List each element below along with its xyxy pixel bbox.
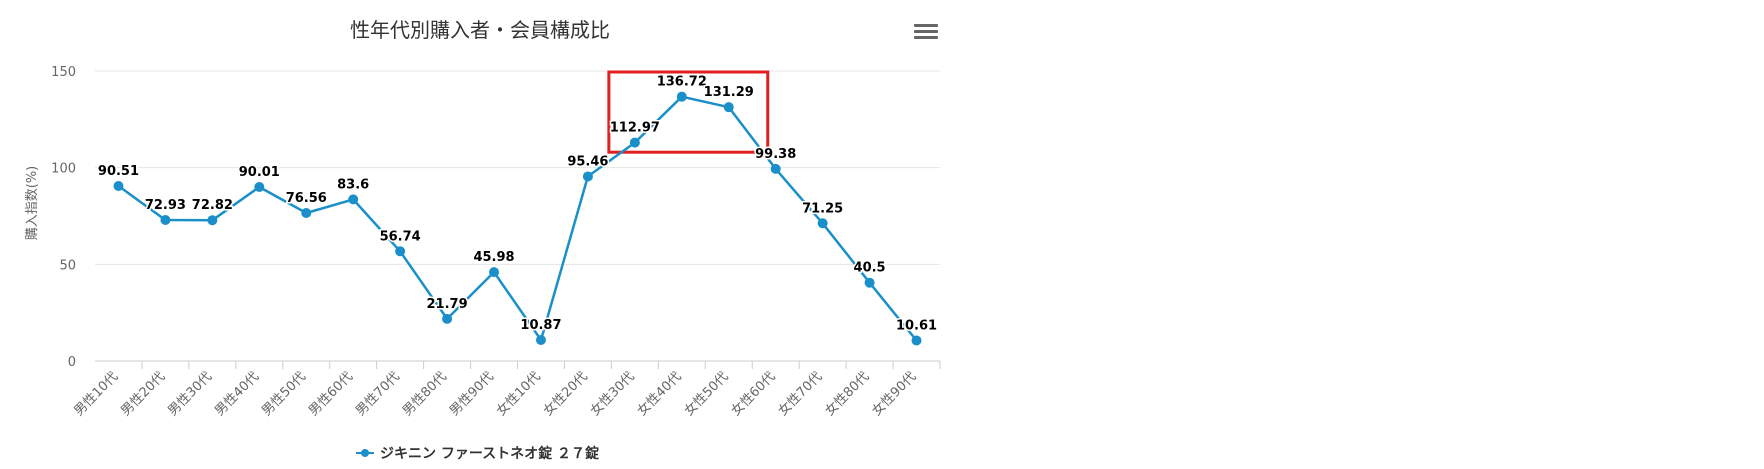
data-point [348, 194, 359, 205]
data-point [254, 181, 265, 192]
data-label: 112.97 [610, 121, 660, 136]
data-label: 90.51 [98, 164, 139, 179]
data-point [489, 267, 500, 278]
data-label: 10.61 [896, 318, 937, 333]
data-label: 71.25 [802, 201, 843, 216]
data-point [629, 137, 640, 148]
x-tick-label: 女性80代 [822, 369, 873, 420]
data-label: 72.82 [192, 198, 233, 213]
legend-label: ジキニン ファーストネオ錠 ２７錠 [380, 446, 600, 462]
highlight-box [607, 70, 770, 154]
x-tick-label: 女性60代 [728, 369, 779, 420]
x-tick-label: 男性30代 [165, 369, 215, 419]
x-tick-label: 女性50代 [681, 369, 732, 420]
data-label: 21.79 [427, 297, 468, 312]
series-line-path [117, 95, 918, 342]
x-tick-label: 女性40代 [634, 369, 685, 420]
y-tick-label: 100 [51, 162, 76, 177]
x-tick-label: 女性20代 [540, 369, 591, 420]
chart-canvas: 050100150男性10代男性20代男性30代男性40代男性50代男性60代男… [25, 65, 941, 420]
axes: 050100150男性10代男性20代男性30代男性40代男性50代男性60代男… [51, 65, 941, 420]
data-point [676, 91, 687, 102]
x-tick-label: 女性30代 [587, 369, 638, 420]
x-tick-label: 女性70代 [775, 369, 826, 420]
data-point [442, 313, 453, 324]
x-tick-label: 男性10代 [71, 369, 121, 419]
data-label: 131.29 [704, 85, 754, 100]
data-point [160, 215, 171, 226]
data-label: 76.56 [286, 191, 327, 206]
legend-item[interactable]: ジキニン ファーストネオ錠 ２７錠 [356, 443, 599, 463]
y-tick-label: 50 [59, 258, 76, 273]
y-tick-label: 150 [51, 65, 76, 80]
x-tick-label: 女性90代 [869, 369, 920, 420]
data-label: 99.38 [755, 147, 796, 162]
data-label: 136.72 [657, 75, 707, 90]
data-point [582, 171, 593, 182]
data-point [395, 246, 406, 257]
data-point [301, 207, 312, 218]
data-point [723, 102, 734, 113]
line-chart: 性年代別購入者・会員構成比 0 50 100 150 男性10代 男性20代 男性30代 男性… [25, 18, 941, 463]
data-point [535, 334, 546, 345]
hamburger-menu-icon[interactable] [914, 24, 938, 44]
data-label: 45.98 [473, 250, 514, 265]
x-tick-label: 男性40代 [212, 369, 262, 419]
data-point [864, 277, 875, 288]
data-label: 90.01 [239, 165, 280, 180]
data-label: 95.46 [567, 154, 608, 169]
chart-title: 性年代別購入者・会員構成比 [350, 18, 610, 42]
y-axis-title: 購入指数(%) [25, 166, 40, 241]
x-tick-label: 女性10代 [493, 369, 544, 420]
series-line [117, 95, 918, 342]
data-label: 83.6 [337, 177, 369, 192]
data-label: 72.93 [145, 198, 186, 213]
data-label: 10.87 [520, 318, 561, 333]
x-tick-label: 男性90代 [447, 369, 497, 419]
x-tick-label: 男性60代 [306, 369, 356, 419]
y-tick-label: 0 [68, 355, 76, 370]
data-labels: 90.51 72.93 72.82 90.01 76.56 83.6 56.74 21.79 4… [96, 73, 938, 335]
data-point [817, 218, 828, 229]
data-point [911, 335, 922, 346]
x-tick-label: 男性20代 [118, 369, 168, 419]
highlight-rect [607, 70, 770, 154]
x-tick-label: 男性50代 [259, 369, 309, 419]
data-point [113, 181, 124, 192]
data-label: 56.74 [380, 229, 421, 244]
series-points [113, 91, 922, 346]
data-label: 40.5 [854, 261, 886, 276]
data-point [207, 215, 218, 226]
data-point [770, 163, 781, 174]
x-tick-label: 男性70代 [353, 369, 403, 419]
legend-marker-icon [356, 448, 374, 458]
x-tick-label: 男性80代 [400, 369, 450, 419]
